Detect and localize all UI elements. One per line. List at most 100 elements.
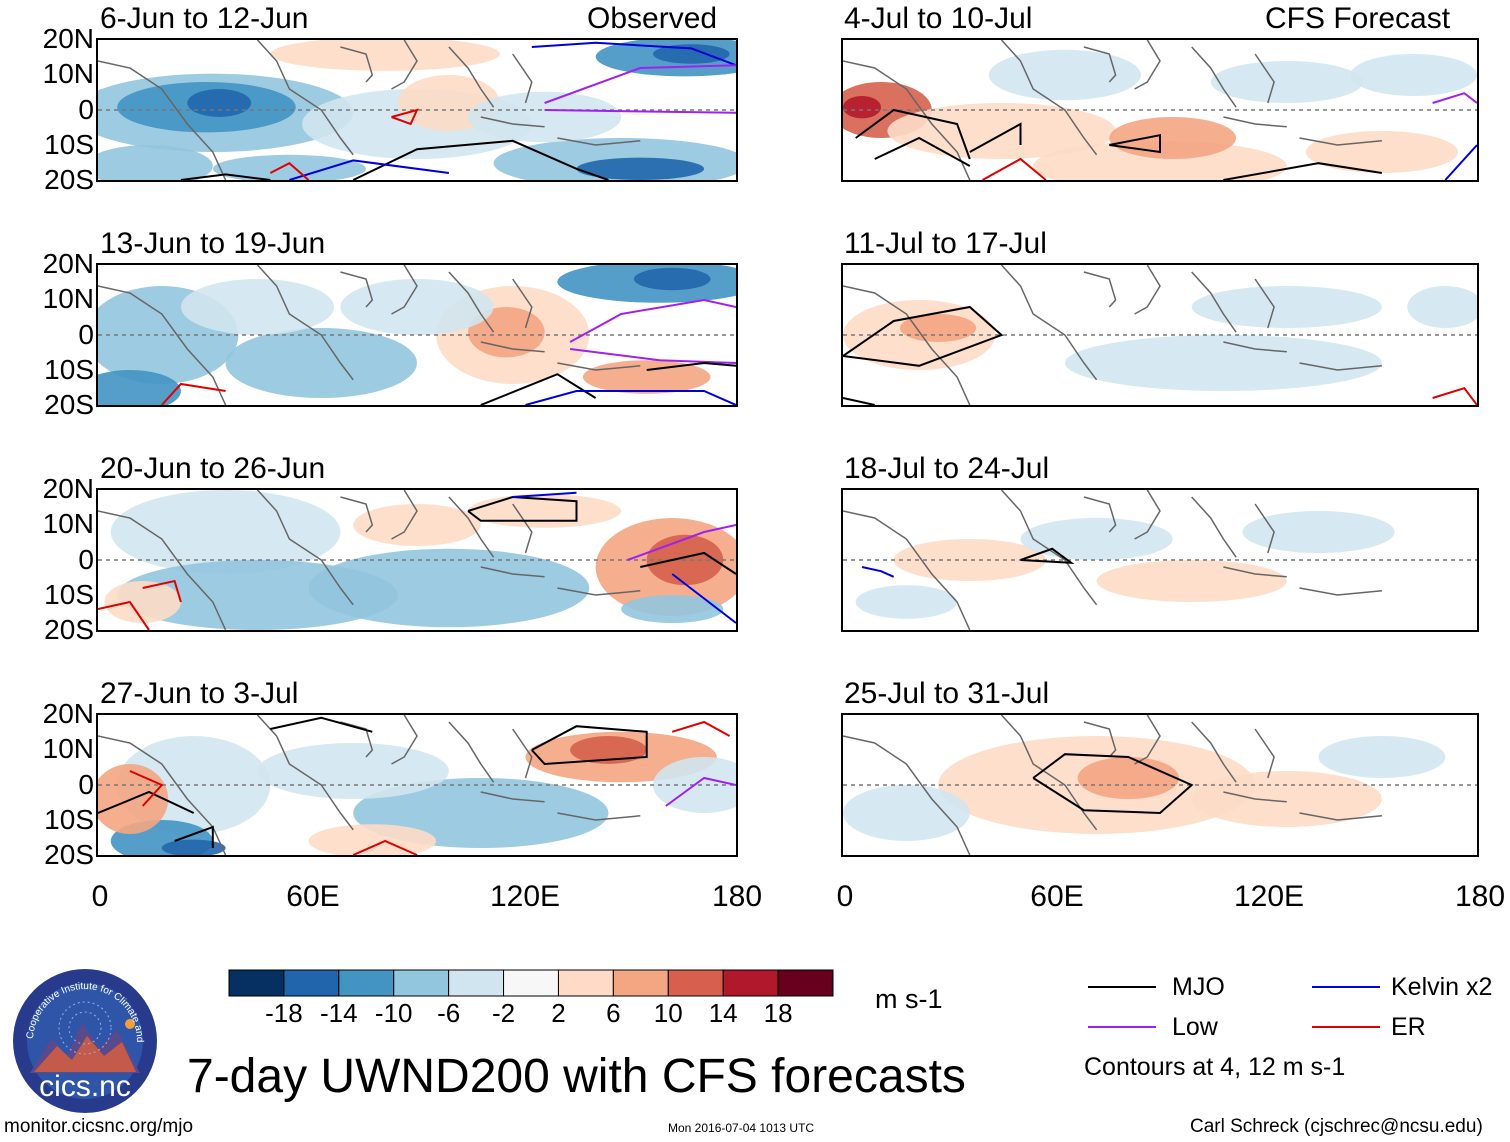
coastline: [391, 490, 418, 540]
colorbar-swatch: [667, 969, 724, 997]
cics-logo: Cooperative Institute for Climate and Sa…: [9, 960, 158, 1114]
x-tick-label: 60E: [1030, 880, 1084, 913]
coastline: [1134, 490, 1161, 540]
contour-mjo: [1109, 133, 1161, 154]
contour-er: [142, 579, 182, 603]
contour-mjo: [180, 173, 271, 180]
contour-mjo: [843, 397, 875, 405]
coastline: [391, 715, 418, 765]
panel-title: 6-Jun to 12-Jun: [100, 2, 309, 35]
coastline: [512, 278, 533, 329]
contour-mjo: [855, 108, 971, 160]
author-credit: Carl Schreck (cjschrec@ncsu.edu): [1190, 1116, 1483, 1137]
map-panel: [841, 263, 1479, 407]
coastline: [1000, 265, 1098, 381]
contour-mjo: [174, 825, 214, 848]
anomaly-blob: [1305, 131, 1458, 173]
contour-mjo: [531, 725, 648, 766]
coastline: [1191, 271, 1237, 333]
contour-mjo: [98, 790, 195, 814]
anomaly-blob: [110, 490, 341, 574]
anomaly-blob: [212, 154, 366, 180]
contour-er: [269, 161, 310, 180]
website-link[interactable]: monitor.cicsnc.org/mjo: [4, 1116, 194, 1137]
contour-er: [982, 157, 1047, 180]
anomaly-blob: [633, 267, 711, 291]
coastline: [843, 510, 971, 630]
coastline: [448, 46, 495, 108]
coastline: [1191, 496, 1237, 558]
coastline: [256, 715, 354, 831]
coastline: [98, 735, 227, 855]
anomaly-blob: [308, 548, 590, 628]
coastline: [480, 116, 545, 128]
colorbar-label: 10: [653, 998, 683, 1028]
colorbar-swatch: [228, 969, 285, 997]
contour-mjo: [467, 495, 578, 522]
coastline: [1083, 496, 1117, 533]
anomaly-blob: [468, 494, 622, 528]
coastline: [1223, 791, 1287, 803]
coastline: [1299, 362, 1382, 371]
contour-er: [671, 720, 731, 737]
contour-er: [98, 600, 150, 630]
anomaly-blob: [468, 307, 545, 358]
colorbar-label: 18: [763, 998, 793, 1028]
anomaly-blob: [843, 96, 882, 119]
observed-label: Observed: [587, 2, 718, 35]
coastline: [391, 40, 418, 90]
coastline: [480, 341, 545, 353]
contour-kel: [671, 573, 736, 624]
legend-label: MJO: [1172, 973, 1225, 1001]
anomaly-blob: [161, 839, 226, 855]
contour-mjo: [646, 361, 736, 371]
coastline: [391, 265, 418, 315]
coastline: [843, 735, 971, 855]
y-tick-label: 10N: [42, 58, 94, 89]
anomaly-blob: [1096, 560, 1287, 602]
coastline: [480, 566, 545, 578]
anomaly-blob: [270, 40, 500, 71]
colorbar-label: 6: [606, 998, 621, 1028]
coastline: [512, 728, 533, 779]
colorbar-swatch: [777, 969, 834, 997]
contour-low: [544, 64, 736, 104]
anomaly-field: [843, 265, 1477, 405]
anomaly-blob: [843, 785, 970, 841]
y-tick-label: 20S: [44, 389, 94, 420]
colorbar-swatch: [338, 969, 395, 997]
coastline: [98, 510, 227, 630]
colorbar-swatch: [283, 969, 340, 997]
contour-kel: [512, 491, 577, 498]
contour-mjo: [1032, 753, 1194, 815]
contour-mjo: [874, 136, 971, 167]
coastline: [1254, 503, 1275, 554]
coastline: [843, 60, 971, 180]
anomaly-blob: [225, 328, 417, 398]
anomaly-blob: [570, 736, 647, 764]
coastline: [843, 285, 971, 405]
coastline: [448, 496, 495, 558]
contour-er: [1432, 387, 1477, 405]
anomaly-blob: [855, 585, 958, 619]
contour-mjo: [1223, 162, 1383, 180]
map-panel: [841, 488, 1479, 632]
coastline: [557, 812, 641, 821]
anomaly-blob: [576, 157, 705, 180]
contour-kel: [1444, 144, 1477, 180]
coastline: [340, 496, 374, 533]
contour-low: [569, 298, 736, 343]
anomaly-blob: [257, 743, 449, 799]
anomaly-field: [843, 40, 1477, 180]
coastline: [340, 271, 374, 308]
legend-swatch-er: [1312, 1026, 1380, 1028]
y-tick-label: 20S: [44, 164, 94, 195]
contour-er: [352, 839, 418, 855]
coastline: [1083, 271, 1117, 308]
colorbar-swatch: [393, 969, 450, 997]
colorbar-label: -18: [265, 998, 303, 1028]
logo-text: cics.nc: [39, 1070, 131, 1103]
colorbar-label: -14: [320, 998, 358, 1028]
coastline: [1254, 728, 1275, 779]
anomaly-blob: [1077, 757, 1180, 799]
